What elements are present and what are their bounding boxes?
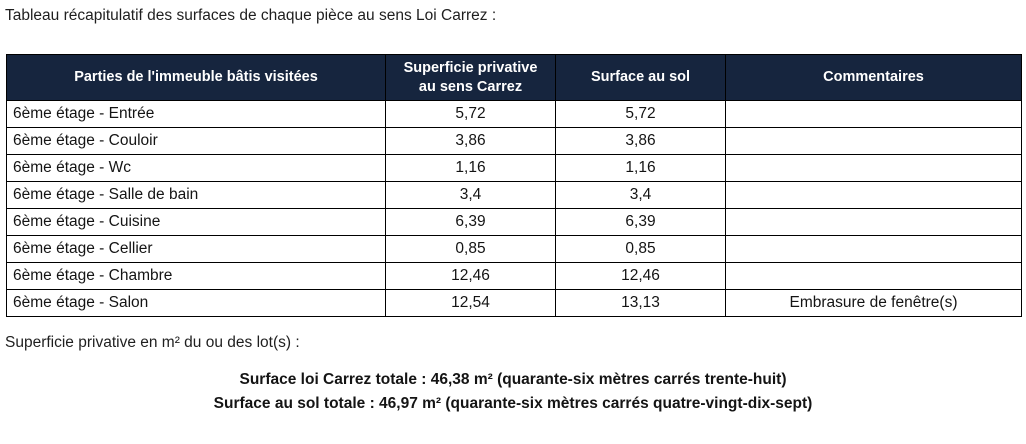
table-row: 6ème étage - Salon 12,54 13,13 Embrasure de…	[6, 289, 1022, 317]
cell-sol: 13,13	[555, 289, 726, 317]
cell-piece: 6ème étage - Cellier	[6, 235, 386, 263]
document-title: Tableau récapitulatif des surfaces de ch…	[5, 7, 497, 24]
table-header-row: Parties de l'immeuble bâtis visitées Sup…	[6, 54, 1022, 101]
table-row: 6ème étage - Cuisine 6,39 6,39	[6, 208, 1022, 236]
cell-sol: 3,86	[555, 127, 726, 155]
totals-block: Surface loi Carrez totale : 46,38 m² (qu…	[0, 368, 1026, 416]
cell-commentaire	[725, 100, 1022, 128]
cell-carrez: 12,46	[385, 262, 556, 290]
total-loi-carrez-line: Surface loi Carrez totale : 46,38 m² (qu…	[239, 371, 787, 388]
cell-sol: 3,4	[555, 181, 726, 209]
table-row: 6ème étage - Wc 1,16 1,16	[6, 154, 1022, 182]
cell-commentaire	[725, 127, 1022, 155]
cell-commentaire	[725, 208, 1022, 236]
table-row: 6ème étage - Salle de bain 3,4 3,4	[6, 181, 1022, 209]
col-header-commentaires: Commentaires	[725, 54, 1022, 101]
col-header-superficie-carrez: Superficie privative au sens Carrez	[385, 54, 556, 101]
cell-carrez: 1,16	[385, 154, 556, 182]
cell-commentaire	[725, 262, 1022, 290]
surfaces-table: Parties de l'immeuble bâtis visitées Sup…	[6, 54, 1022, 317]
cell-sol: 6,39	[555, 208, 726, 236]
table-row: 6ème étage - Entrée 5,72 5,72	[6, 100, 1022, 128]
cell-carrez: 3,86	[385, 127, 556, 155]
cell-sol: 1,16	[555, 154, 726, 182]
total-surface-sol-line: Surface au sol totale : 46,97 m² (quaran…	[213, 395, 813, 412]
cell-piece: 6ème étage - Salle de bain	[6, 181, 386, 209]
cell-carrez: 12,54	[385, 289, 556, 317]
cell-commentaire	[725, 181, 1022, 209]
cell-piece: 6ème étage - Entrée	[6, 100, 386, 128]
cell-piece: 6ème étage - Chambre	[6, 262, 386, 290]
cell-carrez: 3,4	[385, 181, 556, 209]
cell-sol: 12,46	[555, 262, 726, 290]
cell-piece: 6ème étage - Cuisine	[6, 208, 386, 236]
cell-carrez: 6,39	[385, 208, 556, 236]
cell-sol: 0,85	[555, 235, 726, 263]
cell-sol: 5,72	[555, 100, 726, 128]
cell-commentaire: Embrasure de fenêtre(s)	[725, 289, 1022, 317]
table-row: 6ème étage - Chambre 12,46 12,46	[6, 262, 1022, 290]
table-row: 6ème étage - Cellier 0,85 0,85	[6, 235, 1022, 263]
cell-carrez: 5,72	[385, 100, 556, 128]
cell-commentaire	[725, 154, 1022, 182]
table-row: 6ème étage - Couloir 3,86 3,86	[6, 127, 1022, 155]
cell-piece: 6ème étage - Salon	[6, 289, 386, 317]
cell-commentaire	[725, 235, 1022, 263]
col-header-parties: Parties de l'immeuble bâtis visitées	[6, 54, 386, 101]
cell-piece: 6ème étage - Couloir	[6, 127, 386, 155]
col-header-surface-sol: Surface au sol	[555, 54, 726, 101]
cell-carrez: 0,85	[385, 235, 556, 263]
superficie-privative-note: Superficie privative en m² du ou des lot…	[5, 334, 300, 351]
cell-piece: 6ème étage - Wc	[6, 154, 386, 182]
